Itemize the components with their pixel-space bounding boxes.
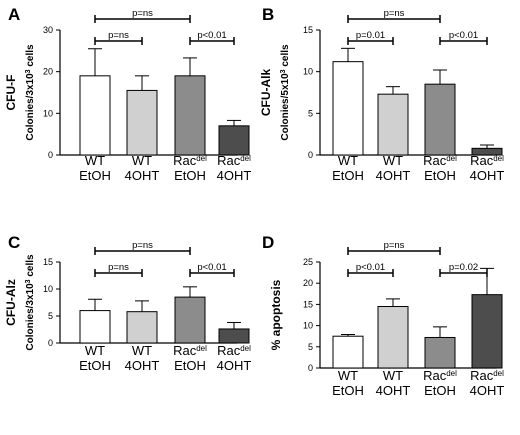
y-axis-sublabel: Colonies/3x103 cells [25,254,37,351]
bar [424,83,456,156]
category-label: Racdel [423,368,457,383]
panel-letter: D [262,233,274,252]
y-tick-label: 20 [303,278,313,288]
panel-d: D% apoptosis0510152025WTEtOHWT4OHTRacdel… [262,233,504,398]
bar [79,75,111,156]
category-label: WT [85,153,105,168]
significance-label: p=ns [108,262,129,273]
y-axis-label: CFU-Alk [259,69,273,117]
category-label: EtOH [79,358,111,373]
significance-label: p<0.01 [197,262,226,273]
significance-label: p<0.01 [356,262,385,273]
category-label: WT [85,343,105,358]
significance-label: p=ns [384,8,405,19]
y-axis-label: CFU-F [4,75,18,111]
y-tick-label: 10 [303,321,313,331]
bar [332,335,364,369]
category-label: WT [338,368,358,383]
category-label: EtOH [332,383,364,398]
panel-letter: C [8,233,20,252]
y-axis-sublabel: Colonies/3x103 cells [25,44,37,141]
y-tick-label: 5 [308,108,313,118]
significance-label: p<0.01 [449,30,478,41]
category-label: Racdel [470,368,504,383]
significance-label: p=ns [132,8,153,19]
y-axis-label: % apoptosis [269,279,283,350]
y-tick-label: 0 [308,363,313,373]
significance-label: p=ns [108,30,129,41]
y-tick-label: 10 [43,108,53,118]
category-label: WT [132,343,152,358]
y-tick-label: 10 [43,284,53,294]
bar [377,93,409,156]
y-tick-label: 15 [303,299,313,309]
category-label: Racdel [217,153,251,168]
bar [174,296,206,344]
category-label: 4OHT [125,168,160,183]
bar [377,306,409,369]
category-label: EtOH [332,168,364,183]
category-label: WT [383,368,403,383]
panel-letter: B [262,5,274,24]
y-tick-label: 15 [303,25,313,35]
bar [79,310,111,344]
bar [218,125,250,156]
category-label: Racdel [470,153,504,168]
y-tick-label: 5 [48,311,53,321]
category-label: Racdel [423,153,457,168]
category-label: 4OHT [376,168,411,183]
y-tick-label: 25 [303,257,313,267]
category-label: 4OHT [470,383,505,398]
category-label: 4OHT [470,168,505,183]
bar [126,311,158,344]
category-label: EtOH [174,168,206,183]
y-axis-sublabel: Colonies/5x103 cells [280,44,292,141]
y-tick-label: 0 [48,338,53,348]
y-axis-label: CFU-Alz [4,279,18,326]
significance-label: p=0.01 [356,30,385,41]
significance-label: p=0.02 [449,262,478,273]
y-tick-label: 0 [308,150,313,160]
category-label: WT [383,153,403,168]
category-label: EtOH [174,358,206,373]
category-label: WT [132,153,152,168]
category-label: EtOH [424,168,456,183]
y-tick-label: 0 [48,150,53,160]
significance-label: p<0.01 [197,30,226,41]
category-label: EtOH [79,168,111,183]
y-tick-label: 20 [43,67,53,77]
y-tick-label: 5 [308,342,313,352]
y-tick-label: 30 [43,25,53,35]
bar [126,89,158,156]
category-label: WT [338,153,358,168]
bar [174,75,206,156]
category-label: Racdel [217,343,251,358]
category-label: EtOH [424,383,456,398]
y-tick-label: 15 [43,257,53,267]
bar [332,61,364,156]
bar [424,336,456,369]
category-label: 4OHT [125,358,160,373]
category-label: 4OHT [217,358,252,373]
significance-label: p=ns [132,240,153,251]
category-label: Racdel [173,153,207,168]
category-label: 4OHT [376,383,411,398]
significance-label: p=ns [384,240,405,251]
category-label: Racdel [173,343,207,358]
bar [471,294,503,369]
bar [218,328,250,344]
panel-letter: A [8,5,20,24]
category-label: 4OHT [217,168,252,183]
y-tick-label: 10 [303,67,313,77]
